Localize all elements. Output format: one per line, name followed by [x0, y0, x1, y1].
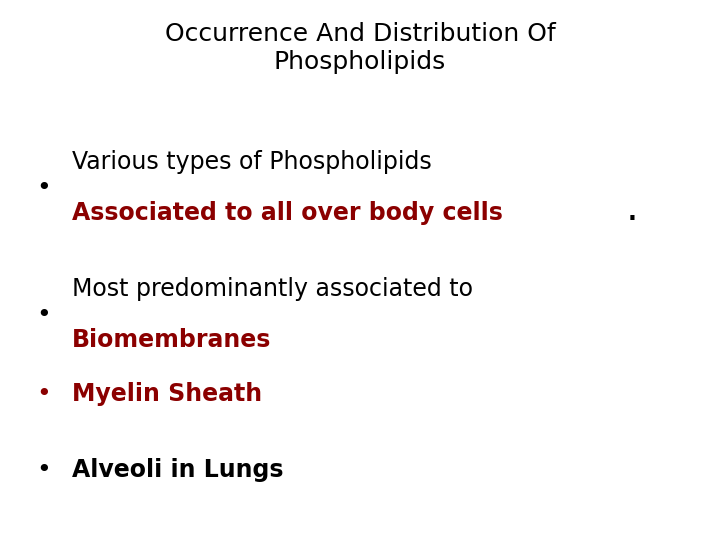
- Text: Most predominantly associated to: Most predominantly associated to: [72, 277, 473, 301]
- Text: Myelin Sheath: Myelin Sheath: [72, 382, 262, 406]
- Text: Alveoli in Lungs: Alveoli in Lungs: [72, 458, 284, 482]
- Text: •: •: [36, 176, 50, 200]
- Text: .: .: [628, 201, 637, 225]
- Text: Various types of Phospholipids: Various types of Phospholipids: [72, 150, 432, 174]
- Text: •: •: [36, 458, 50, 482]
- Text: Occurrence And Distribution Of
Phospholipids: Occurrence And Distribution Of Phospholi…: [165, 22, 555, 75]
- Text: Associated to all over body cells: Associated to all over body cells: [72, 201, 503, 225]
- Text: •: •: [36, 382, 50, 406]
- Text: Biomembranes: Biomembranes: [72, 328, 271, 352]
- Text: •: •: [36, 302, 50, 327]
